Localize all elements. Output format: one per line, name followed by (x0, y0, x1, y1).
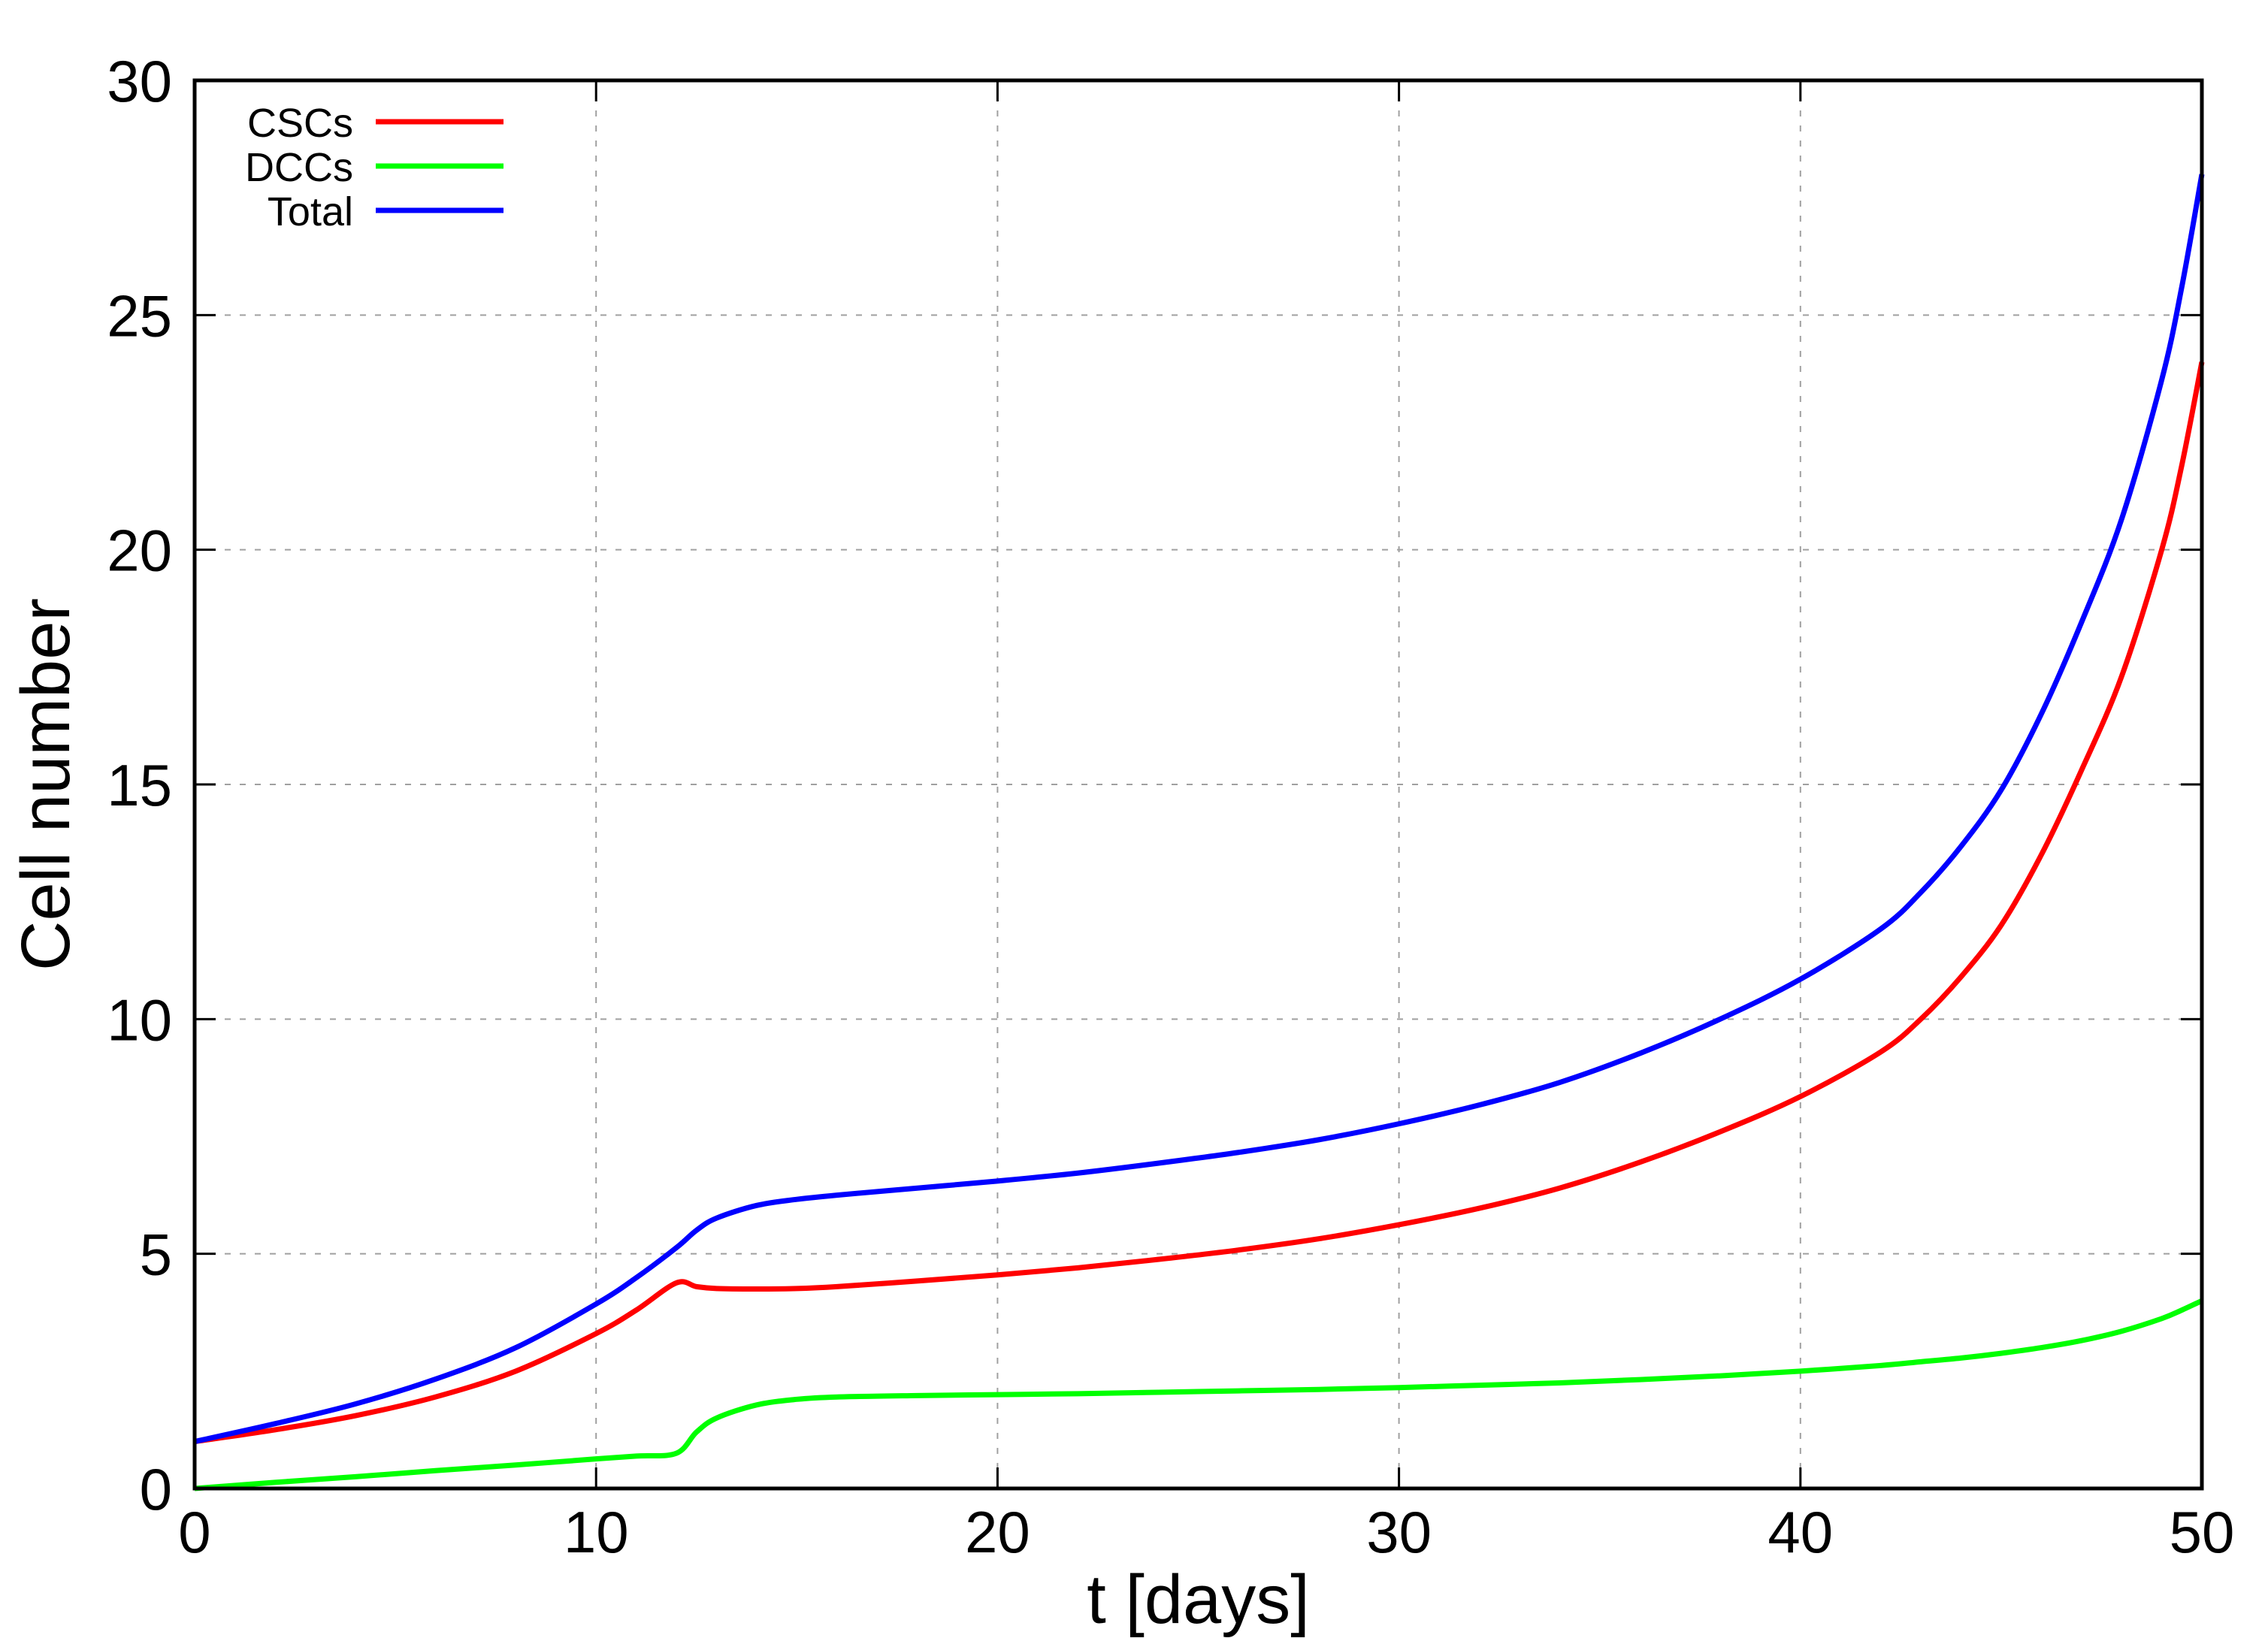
legend-label: Total (268, 189, 353, 234)
y-axis-label: Cell number (8, 598, 84, 971)
y-tick-label: 5 (140, 1222, 172, 1288)
x-tick-label: 10 (564, 1499, 629, 1565)
x-tick-label: 20 (965, 1499, 1030, 1565)
x-tick-label: 30 (1366, 1499, 1432, 1565)
series-line-cscs (194, 361, 2205, 1444)
x-tick-label: 0 (178, 1499, 210, 1565)
series-lines (194, 174, 2205, 1491)
x-tick-label: 50 (2170, 1499, 2235, 1565)
x-axis-label: t [days] (1087, 1561, 1310, 1638)
legend-label: CSCs (247, 101, 353, 146)
series-line-total (194, 174, 2205, 1444)
legend-label: DCCs (245, 145, 353, 190)
series-line-dccs (194, 1298, 2203, 1491)
y-tick-label: 0 (140, 1456, 172, 1522)
y-tick-label: 30 (107, 48, 172, 114)
y-tick-label: 25 (107, 283, 172, 349)
y-tick-label: 15 (107, 752, 172, 818)
grid (195, 80, 2202, 1488)
ticks: 0 10 20 30 40 50 0 5 10 15 20 25 30 (107, 48, 2234, 1565)
x-tick-label: 40 (1768, 1499, 1833, 1565)
y-tick-label: 20 (107, 518, 172, 584)
y-tick-label: 10 (107, 987, 172, 1053)
